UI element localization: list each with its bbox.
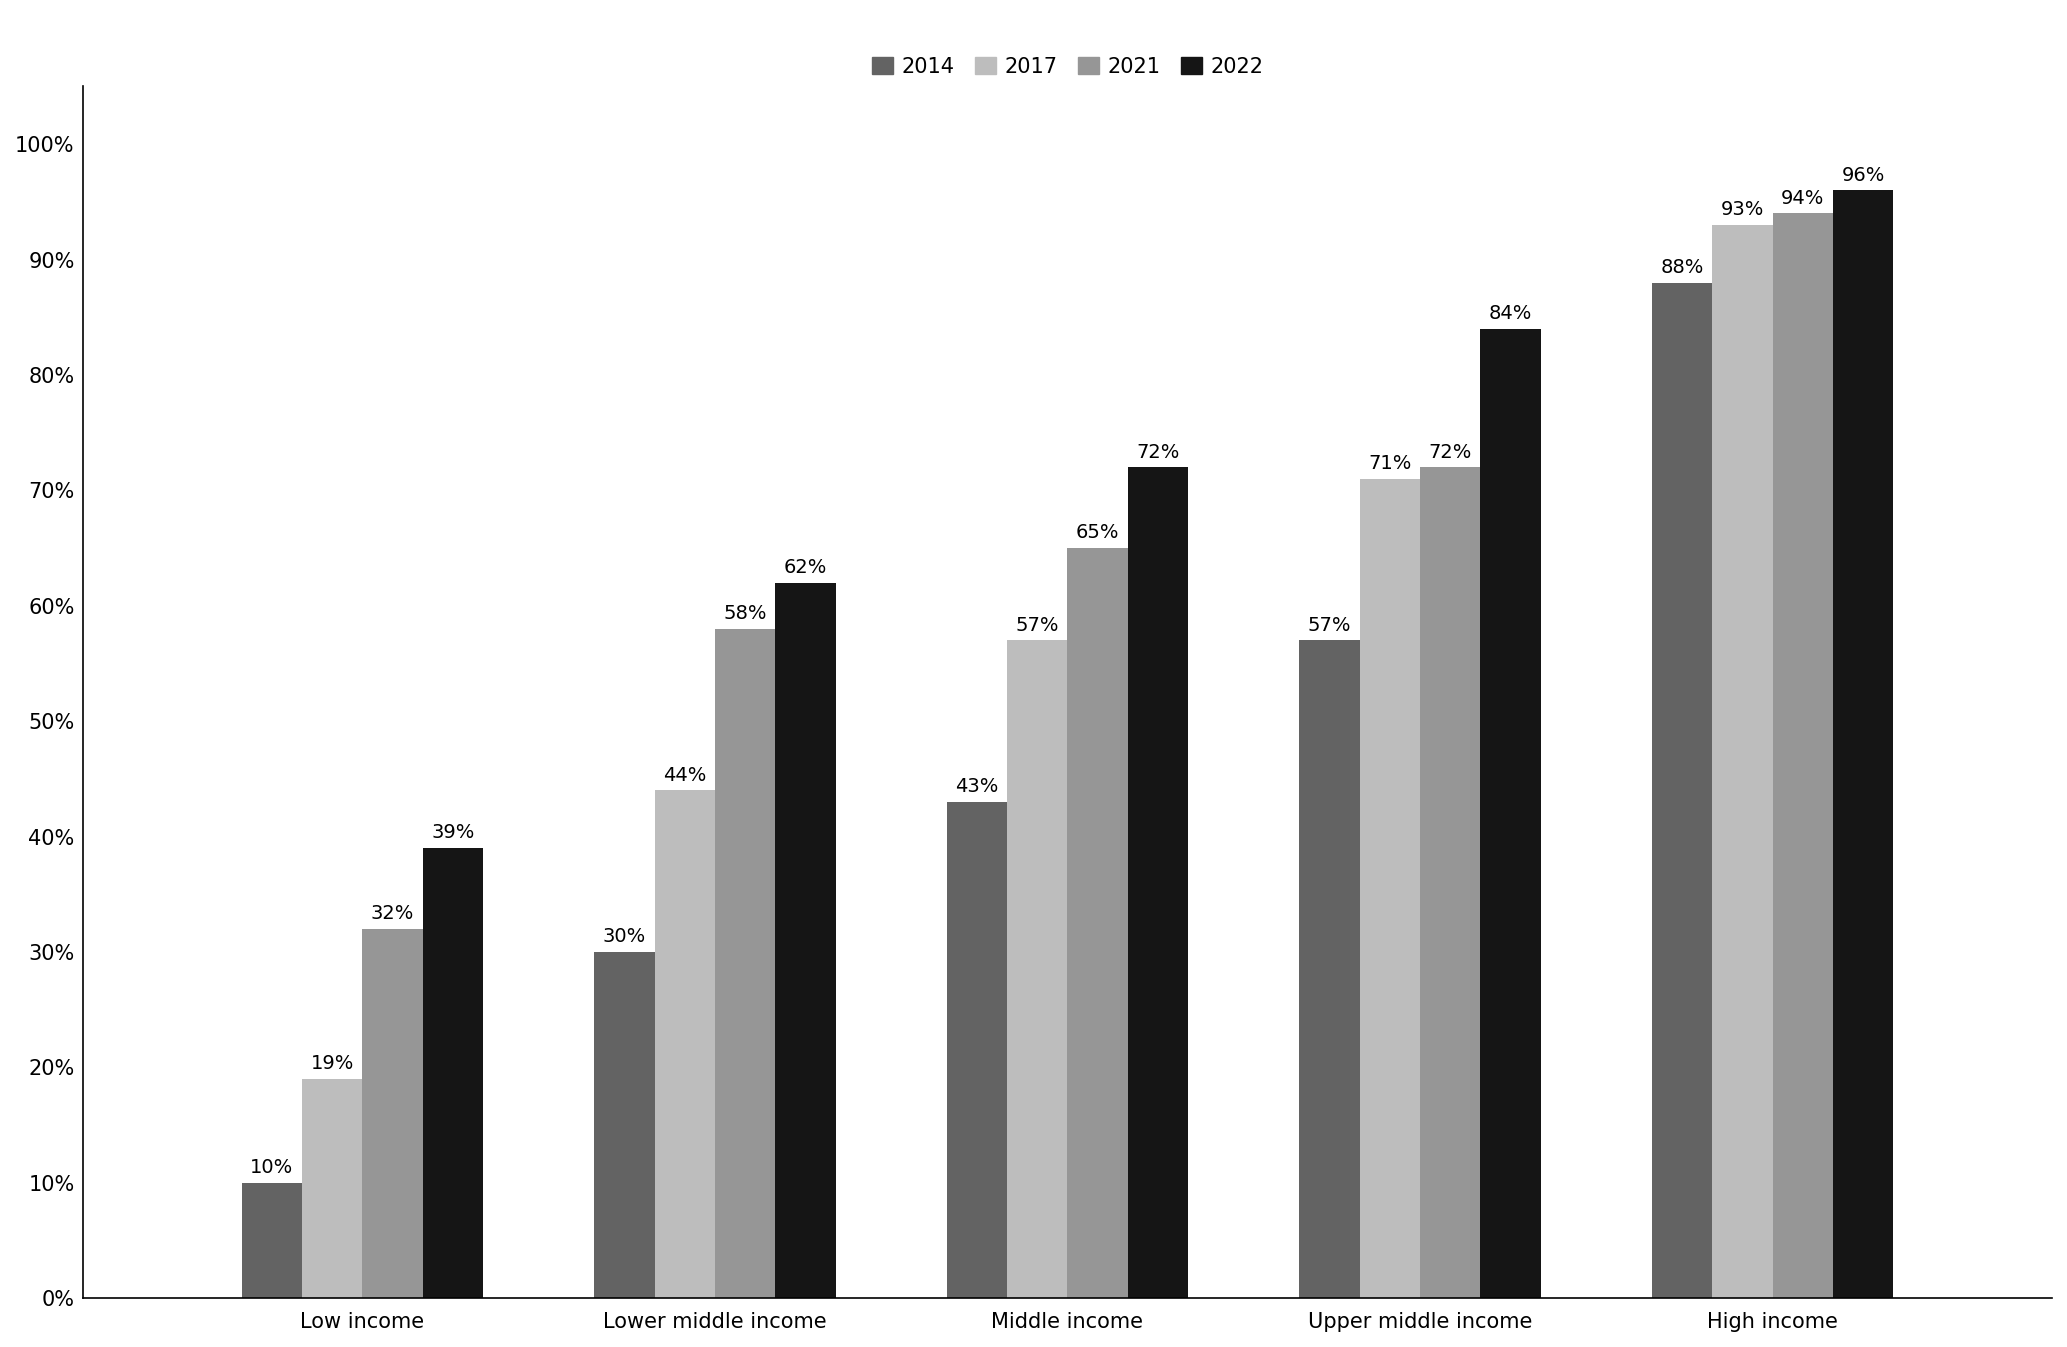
- Text: 71%: 71%: [1368, 454, 1412, 473]
- Text: 44%: 44%: [664, 765, 707, 784]
- Legend: 2014, 2017, 2021, 2022: 2014, 2017, 2021, 2022: [864, 48, 1271, 85]
- Text: 30%: 30%: [604, 927, 647, 946]
- Bar: [422, 849, 484, 1299]
- Bar: [1480, 329, 1540, 1299]
- Text: 58%: 58%: [723, 603, 767, 624]
- Bar: [1652, 283, 1711, 1299]
- Bar: [1007, 640, 1067, 1299]
- Text: 32%: 32%: [370, 904, 413, 923]
- Text: 65%: 65%: [1075, 523, 1120, 543]
- Bar: [947, 801, 1007, 1299]
- Text: 72%: 72%: [1137, 443, 1180, 462]
- Text: 88%: 88%: [1660, 257, 1703, 277]
- Text: 72%: 72%: [1428, 443, 1472, 462]
- Bar: [302, 1079, 362, 1299]
- Bar: [1833, 190, 1893, 1299]
- Bar: [242, 1183, 302, 1299]
- Bar: [1129, 467, 1189, 1299]
- Bar: [1711, 225, 1773, 1299]
- Bar: [775, 583, 835, 1299]
- Text: 57%: 57%: [1308, 616, 1352, 634]
- Text: 96%: 96%: [1842, 166, 1885, 185]
- Bar: [715, 629, 775, 1299]
- Text: 84%: 84%: [1488, 304, 1532, 323]
- Bar: [1067, 548, 1129, 1299]
- Bar: [1360, 478, 1420, 1299]
- Bar: [1300, 640, 1360, 1299]
- Text: 19%: 19%: [310, 1055, 353, 1074]
- Text: 93%: 93%: [1720, 201, 1763, 220]
- Bar: [593, 952, 655, 1299]
- Bar: [1420, 467, 1480, 1299]
- Bar: [1773, 213, 1833, 1299]
- Text: 94%: 94%: [1782, 189, 1825, 207]
- Bar: [362, 929, 422, 1299]
- Text: 57%: 57%: [1015, 616, 1058, 634]
- Text: 62%: 62%: [783, 558, 827, 577]
- Text: 43%: 43%: [955, 777, 998, 796]
- Text: 39%: 39%: [432, 823, 475, 842]
- Bar: [655, 791, 715, 1299]
- Text: 10%: 10%: [250, 1158, 294, 1177]
